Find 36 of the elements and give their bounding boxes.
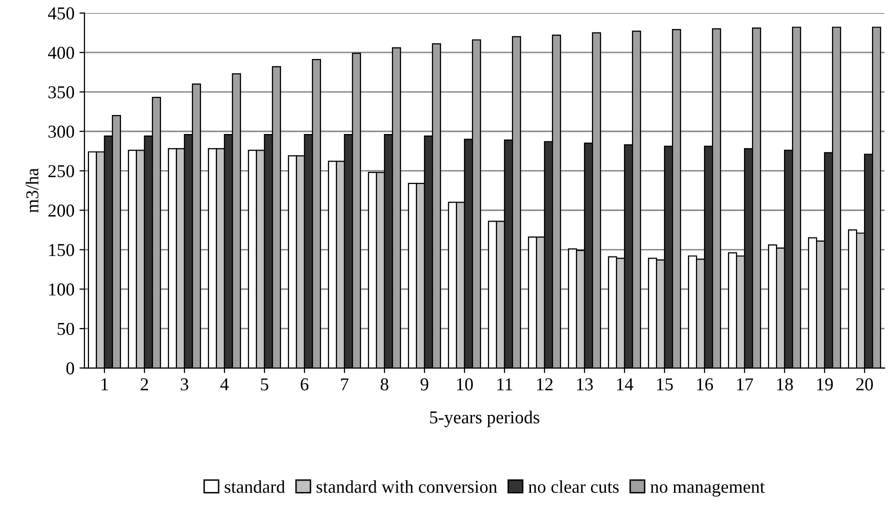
y-tick-label: 50	[58, 322, 74, 336]
y-tick-label: 350	[48, 86, 74, 98]
x-tick-label: 9	[420, 378, 428, 390]
x-tick-label: 12	[537, 378, 553, 390]
legend-label: no management	[650, 482, 765, 497]
x-tick-label: 18	[777, 378, 793, 390]
legend-label: standard with conversion	[316, 480, 498, 493]
x-tick-label: 5	[261, 378, 268, 390]
x-tick-label: 10	[457, 378, 473, 390]
x-tick-label: 4	[220, 378, 229, 390]
y-tick-label: 300	[48, 126, 74, 138]
y-tick-label: 200	[48, 204, 74, 217]
x-tick-label: 15	[657, 378, 673, 390]
x-tick-label: 13	[577, 378, 593, 390]
y-tick-label: 150	[49, 244, 74, 256]
x-tick-label: 7	[341, 378, 348, 390]
x-tick-label: 17	[737, 378, 754, 390]
x-tick-label: 6	[300, 378, 308, 390]
y-tick-label: 400	[48, 46, 74, 59]
y-tick-label: 450	[48, 7, 74, 20]
x-axis-title: 5-years periods	[430, 410, 540, 428]
x-tick-label: 19	[817, 378, 833, 390]
x-tick-label: 14	[617, 378, 634, 390]
y-tick-label: 250	[48, 165, 74, 178]
y-tick-label: 0	[66, 362, 74, 374]
x-tick-label: 2	[140, 378, 148, 390]
y-axis-title: m3/ha	[26, 168, 38, 213]
y-tick-label: 100	[49, 283, 74, 296]
x-tick-label: 20	[856, 378, 873, 390]
x-tick-label: 16	[697, 378, 714, 390]
legend-label: standard	[224, 480, 285, 493]
legend-label: no clear cuts	[528, 480, 619, 493]
x-tick-label: 1	[102, 378, 108, 390]
x-tick-label: 11	[497, 378, 512, 390]
x-tick-label: 3	[180, 378, 188, 390]
x-tick-label: 8	[380, 378, 388, 390]
